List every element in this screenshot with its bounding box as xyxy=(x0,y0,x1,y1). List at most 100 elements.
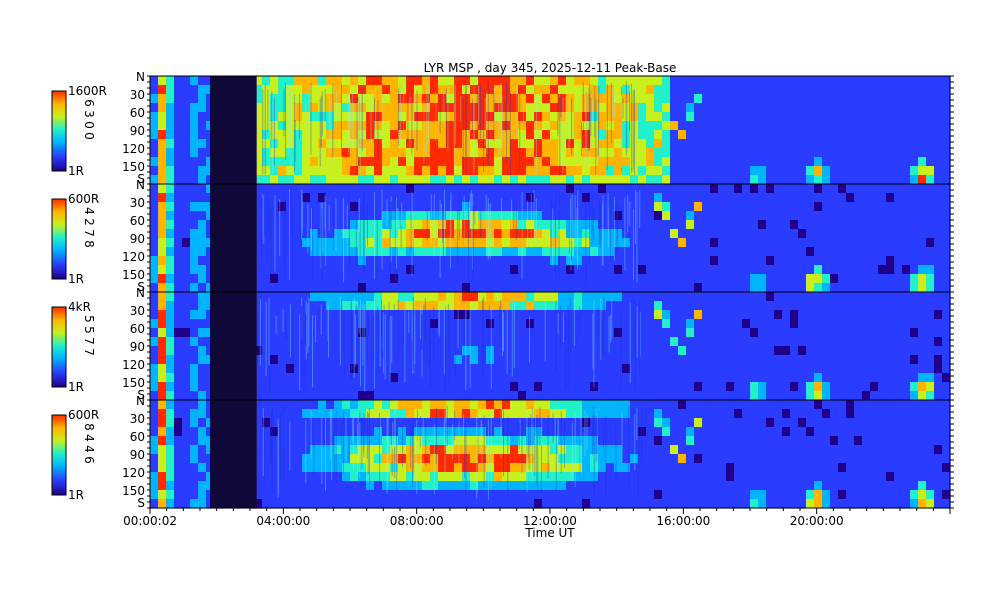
heatmap-cell xyxy=(774,175,783,185)
heatmap-cell xyxy=(358,346,367,356)
heatmap-cell xyxy=(918,310,927,320)
heatmap-cell xyxy=(854,85,863,95)
heatmap-cell xyxy=(558,310,567,320)
heatmap-cell xyxy=(870,121,879,131)
heatmap-cell xyxy=(790,76,799,86)
heatmap-cell xyxy=(630,112,639,122)
heatmap-cell xyxy=(782,364,791,374)
heatmap-cell xyxy=(198,445,207,455)
heatmap-cell xyxy=(822,256,831,266)
heatmap-cell xyxy=(774,265,783,275)
heatmap-cell xyxy=(150,139,159,149)
heatmap-cell xyxy=(342,256,351,266)
heatmap-cell xyxy=(806,202,815,212)
heatmap-cell xyxy=(614,301,623,311)
heatmap-cell xyxy=(390,418,399,428)
heatmap-cell xyxy=(942,157,951,167)
heatmap-cell xyxy=(294,211,303,221)
heatmap-cell xyxy=(262,481,271,491)
heatmap-cell xyxy=(406,427,415,437)
heatmap-cell xyxy=(342,499,351,509)
heatmap-cell xyxy=(790,229,799,239)
heatmap-cell xyxy=(342,373,351,383)
heatmap-cell xyxy=(158,391,167,401)
heatmap-cell xyxy=(934,283,943,293)
heatmap-cell xyxy=(350,202,359,212)
heatmap-cell xyxy=(694,364,703,374)
heatmap-cell xyxy=(542,193,551,203)
heatmap-cell xyxy=(430,193,439,203)
heatmap-cell xyxy=(510,490,519,500)
heatmap-cell xyxy=(582,328,591,338)
heatmap-cell xyxy=(558,409,567,419)
heatmap-cell xyxy=(574,445,583,455)
heatmap-cell xyxy=(638,472,647,482)
heatmap-cell xyxy=(758,265,767,275)
heatmap-cell xyxy=(590,427,599,437)
heatmap-cell xyxy=(350,337,359,347)
heatmap-cell xyxy=(366,409,375,419)
heatmap-cell xyxy=(622,364,631,374)
heatmap-cell xyxy=(886,391,895,401)
heatmap-cell xyxy=(590,490,599,500)
heatmap-cell xyxy=(254,328,263,338)
heatmap-cell xyxy=(446,193,455,203)
heatmap-cell xyxy=(502,346,511,356)
heatmap-cell xyxy=(766,292,775,302)
heatmap-cell xyxy=(302,436,311,446)
heatmap-cell xyxy=(662,85,671,95)
heatmap-cell xyxy=(374,85,383,95)
heatmap-cell xyxy=(286,274,295,284)
heatmap-cell xyxy=(318,346,327,356)
heatmap-cell xyxy=(622,490,631,500)
heatmap-cell xyxy=(190,328,199,338)
heatmap-cell xyxy=(894,238,903,248)
heatmap-cell xyxy=(486,238,495,248)
heatmap-cell xyxy=(286,283,295,293)
heatmap-cell xyxy=(486,337,495,347)
heatmap-cell xyxy=(294,373,303,383)
heatmap-cell xyxy=(566,265,575,275)
heatmap-cell xyxy=(558,337,567,347)
heatmap-cell xyxy=(502,148,511,158)
heatmap-cell xyxy=(294,382,303,392)
heatmap-cell xyxy=(470,319,479,329)
heatmap-cell xyxy=(422,418,431,428)
heatmap-cell xyxy=(910,364,919,374)
heatmap-cell xyxy=(422,445,431,455)
heatmap-cell xyxy=(782,256,791,266)
heatmap-cell xyxy=(526,112,535,122)
heatmap-cell xyxy=(430,202,439,212)
heatmap-cell xyxy=(446,229,455,239)
heatmap-cell xyxy=(806,85,815,95)
heatmap-cell xyxy=(854,373,863,383)
heatmap-cell xyxy=(422,292,431,302)
heatmap-cell xyxy=(318,337,327,347)
heatmap-cell xyxy=(470,472,479,482)
heatmap-cell xyxy=(630,373,639,383)
heatmap-cell xyxy=(822,112,831,122)
heatmap-cell xyxy=(606,193,615,203)
heatmap-cell xyxy=(518,364,527,374)
heatmap-cell xyxy=(158,481,167,491)
heatmap-cell xyxy=(334,256,343,266)
heatmap-cell xyxy=(278,85,287,95)
heatmap-cell xyxy=(654,283,663,293)
heatmap-cell xyxy=(278,220,287,230)
heatmap-cell xyxy=(550,157,559,167)
heatmap-cell xyxy=(422,130,431,140)
heatmap-cell xyxy=(582,175,591,185)
heatmap-cell xyxy=(662,337,671,347)
heatmap-cell xyxy=(878,184,887,194)
heatmap-cell xyxy=(742,85,751,95)
heatmap-cell xyxy=(502,481,511,491)
heatmap-cell xyxy=(598,337,607,347)
heatmap-cell xyxy=(374,202,383,212)
heatmap-cell xyxy=(494,112,503,122)
heatmap-cell xyxy=(638,103,647,113)
heatmap-cell xyxy=(582,148,591,158)
heatmap-cell xyxy=(158,445,167,455)
heatmap-cell xyxy=(550,139,559,149)
heatmap-cell xyxy=(646,382,655,392)
heatmap-cell xyxy=(630,445,639,455)
